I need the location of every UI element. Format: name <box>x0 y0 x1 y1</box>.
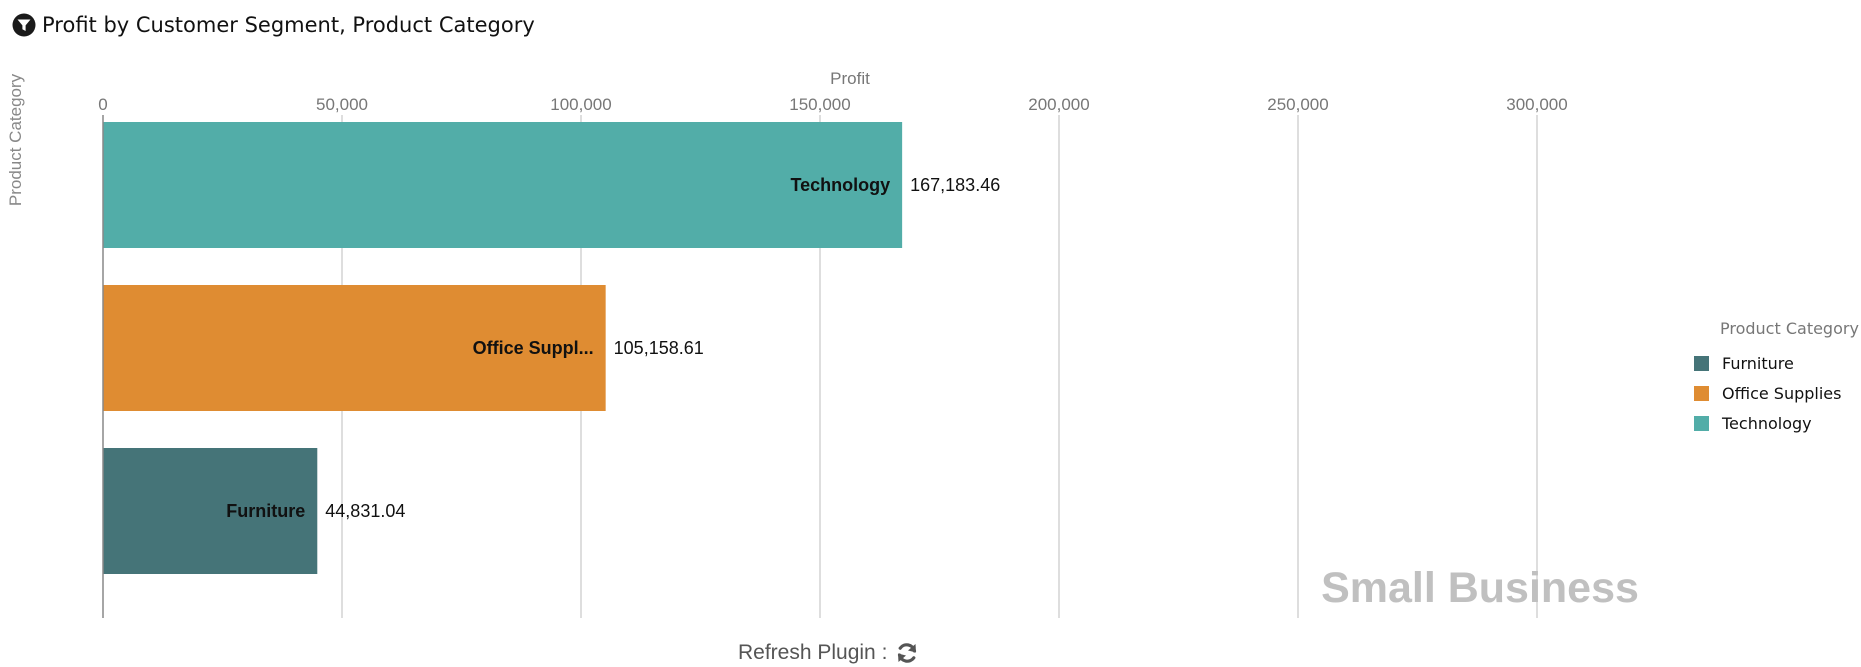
y-axis-title: Product Category <box>6 73 25 206</box>
x-axis-title: Profit <box>830 69 870 88</box>
legend-label[interactable]: Office Supplies <box>1722 384 1841 403</box>
legend-label[interactable]: Technology <box>1721 414 1812 433</box>
x-tick-label: 100,000 <box>550 95 611 114</box>
bar-value-label: 105,158.61 <box>614 338 704 358</box>
bar-value-label: 167,183.46 <box>910 175 1000 195</box>
legend-swatch[interactable] <box>1694 356 1709 371</box>
legend-label[interactable]: Furniture <box>1722 354 1794 373</box>
bar-category-label: Furniture <box>226 501 305 521</box>
x-tick-label: 250,000 <box>1267 95 1328 114</box>
legend-title: Product Category <box>1720 319 1859 338</box>
refresh-icon[interactable] <box>895 641 919 665</box>
bar-labels: Technology 167,183.46 Office Suppl... 105,1… <box>226 175 1000 521</box>
x-tick-label: 50,000 <box>316 95 368 114</box>
bar-category-label: Office Suppl... <box>473 338 594 358</box>
chart-title-bar: Profit by Customer Segment, Product Cate… <box>12 12 535 38</box>
x-tick-label: 150,000 <box>789 95 850 114</box>
filter-icon[interactable] <box>12 13 36 37</box>
refresh-plugin-label: Refresh Plugin : <box>738 641 888 664</box>
legend-swatch[interactable] <box>1694 386 1709 401</box>
x-tick-label: 300,000 <box>1506 95 1567 114</box>
bar-category-label: Technology <box>790 175 890 195</box>
x-axis: 0 50,000 100,000 150,000 200,000 250,000 300,0… <box>98 95 1568 618</box>
legend-swatch[interactable] <box>1694 416 1709 431</box>
bar[interactable] <box>103 285 606 411</box>
legend: Product Category Furniture Office Supplie… <box>1694 319 1859 433</box>
bars <box>103 122 903 574</box>
bar[interactable] <box>103 448 318 574</box>
chart-title: Profit by Customer Segment, Product Cate… <box>42 13 535 37</box>
segment-watermark: Small Business <box>1321 564 1639 612</box>
bar-value-label: 44,831.04 <box>325 501 405 521</box>
x-tick-label: 0 <box>98 95 107 114</box>
bar[interactable] <box>103 122 903 248</box>
x-tick-label: 200,000 <box>1028 95 1089 114</box>
